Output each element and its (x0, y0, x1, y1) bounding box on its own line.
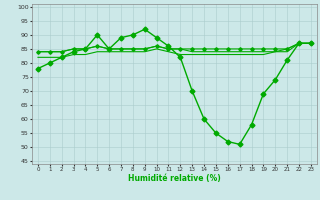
X-axis label: Humidité relative (%): Humidité relative (%) (128, 174, 221, 183)
